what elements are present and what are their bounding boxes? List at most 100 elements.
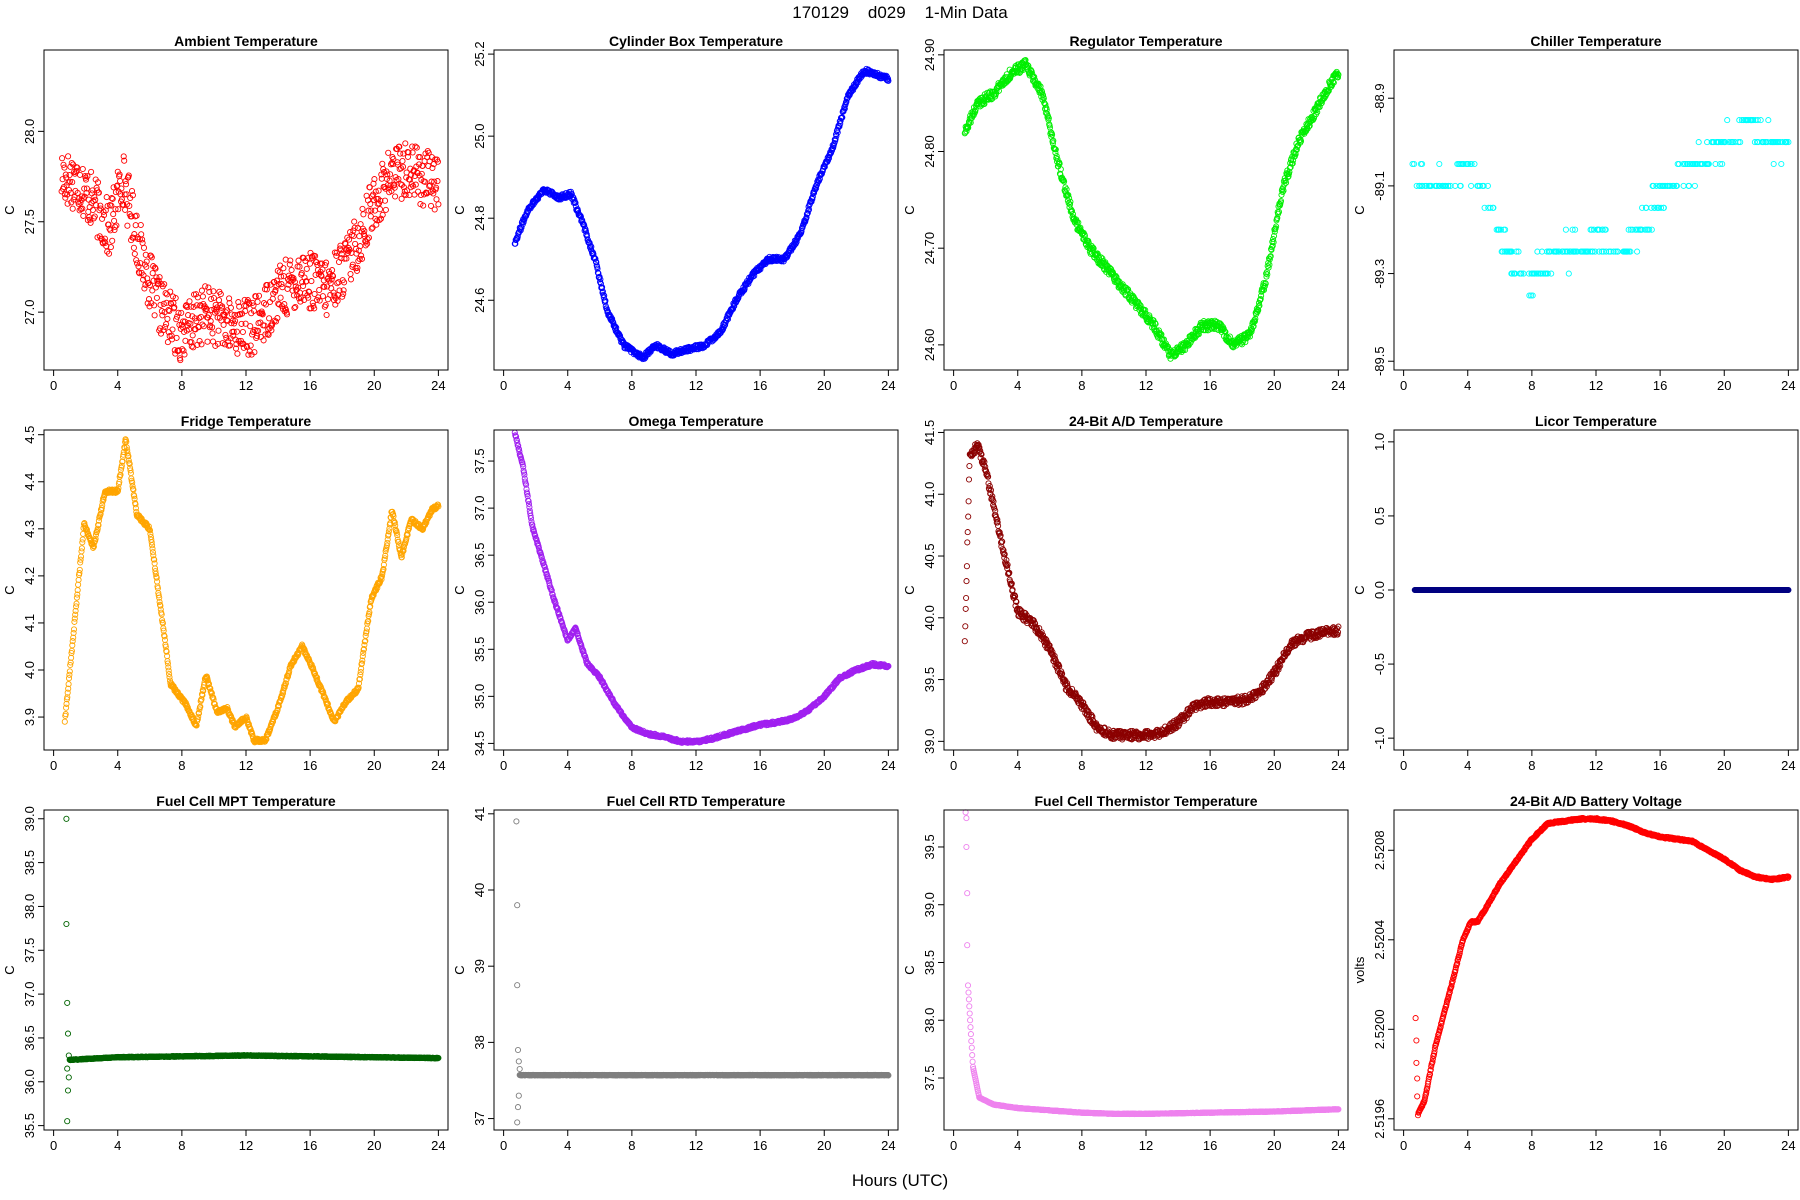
data-point bbox=[277, 262, 284, 269]
data-point bbox=[205, 284, 212, 291]
data-point bbox=[147, 252, 154, 259]
data-point bbox=[593, 259, 600, 266]
data-point bbox=[313, 259, 320, 266]
data-point bbox=[306, 288, 313, 296]
data-point bbox=[87, 219, 94, 226]
data-point bbox=[600, 291, 607, 298]
data-point bbox=[283, 311, 291, 318]
data-point bbox=[433, 196, 440, 203]
data-point bbox=[329, 273, 337, 280]
data-point bbox=[261, 322, 268, 329]
y-axis-label: C bbox=[452, 205, 467, 214]
data-series bbox=[511, 65, 892, 363]
data-point bbox=[108, 195, 115, 202]
data-point bbox=[60, 161, 67, 168]
y-tick-label: 4.3 bbox=[22, 520, 37, 538]
data-point bbox=[375, 187, 382, 194]
data-point bbox=[287, 257, 294, 264]
data-point bbox=[228, 311, 235, 318]
data-point bbox=[885, 77, 892, 84]
data-point bbox=[321, 283, 328, 291]
data-point bbox=[281, 301, 288, 308]
data-point bbox=[1565, 270, 1572, 277]
data-point bbox=[1052, 146, 1059, 153]
data-point bbox=[350, 232, 357, 240]
data-point bbox=[188, 343, 195, 350]
data-point bbox=[804, 209, 811, 217]
panel-title: Fridge Temperature bbox=[181, 413, 312, 429]
data-point bbox=[367, 200, 374, 208]
data-point bbox=[138, 231, 145, 238]
data-point bbox=[166, 307, 173, 315]
x-tick-label: 0 bbox=[50, 758, 57, 773]
data-point bbox=[134, 260, 141, 267]
data-point bbox=[322, 262, 329, 269]
data-point bbox=[254, 298, 261, 305]
data-point bbox=[122, 206, 129, 213]
data-point bbox=[197, 313, 205, 320]
data-point bbox=[175, 347, 182, 354]
data-point bbox=[433, 184, 440, 191]
data-point bbox=[1039, 91, 1047, 99]
data-point bbox=[243, 343, 251, 351]
data-point bbox=[351, 224, 358, 231]
data-point bbox=[297, 298, 304, 305]
data-point bbox=[1634, 248, 1641, 255]
y-tick-label: 34.5 bbox=[472, 731, 487, 756]
data-point bbox=[66, 172, 73, 179]
data-point bbox=[398, 195, 405, 202]
data-point bbox=[120, 153, 127, 160]
data-point bbox=[214, 340, 222, 347]
data-point bbox=[964, 529, 971, 536]
data-point bbox=[341, 279, 348, 286]
data-point bbox=[120, 201, 127, 208]
data-point bbox=[99, 215, 106, 222]
data-point bbox=[330, 289, 337, 296]
x-tick-label: 12 bbox=[1139, 758, 1153, 773]
data-point bbox=[260, 300, 268, 307]
data-point bbox=[139, 236, 146, 243]
data-point bbox=[365, 207, 372, 214]
data-point bbox=[362, 242, 369, 249]
data-point bbox=[70, 626, 78, 633]
data-point bbox=[161, 281, 168, 288]
data-point bbox=[77, 199, 84, 206]
data-point bbox=[215, 327, 222, 334]
data-point bbox=[373, 221, 380, 228]
data-point bbox=[124, 222, 131, 229]
data-point bbox=[367, 213, 374, 220]
data-point bbox=[420, 202, 427, 209]
data-point bbox=[821, 163, 828, 170]
data-point bbox=[199, 293, 206, 300]
data-point bbox=[103, 194, 110, 201]
data-point bbox=[347, 276, 355, 283]
data-point bbox=[418, 170, 425, 177]
data-point bbox=[809, 196, 816, 203]
data-point bbox=[427, 182, 434, 189]
data-point bbox=[609, 315, 616, 322]
data-point bbox=[186, 298, 193, 305]
x-tick-label: 0 bbox=[1400, 378, 1407, 393]
data-point bbox=[416, 161, 423, 168]
data-point bbox=[140, 276, 147, 283]
data-point bbox=[837, 120, 844, 127]
data-point bbox=[140, 244, 148, 251]
data-point bbox=[387, 171, 394, 178]
data-point bbox=[329, 267, 336, 274]
data-point bbox=[235, 299, 242, 306]
data-point bbox=[278, 273, 285, 280]
data-point bbox=[392, 193, 399, 200]
data-point bbox=[963, 128, 970, 135]
y-tick-label: -89.5 bbox=[1372, 346, 1387, 376]
data-point bbox=[214, 314, 221, 321]
data-point bbox=[435, 201, 442, 208]
data-point bbox=[234, 350, 241, 357]
data-point bbox=[282, 256, 289, 263]
x-tick-label: 24 bbox=[1331, 758, 1345, 773]
data-point bbox=[94, 179, 102, 186]
data-point bbox=[272, 318, 280, 325]
data-point bbox=[328, 276, 335, 283]
data-point bbox=[109, 195, 116, 202]
